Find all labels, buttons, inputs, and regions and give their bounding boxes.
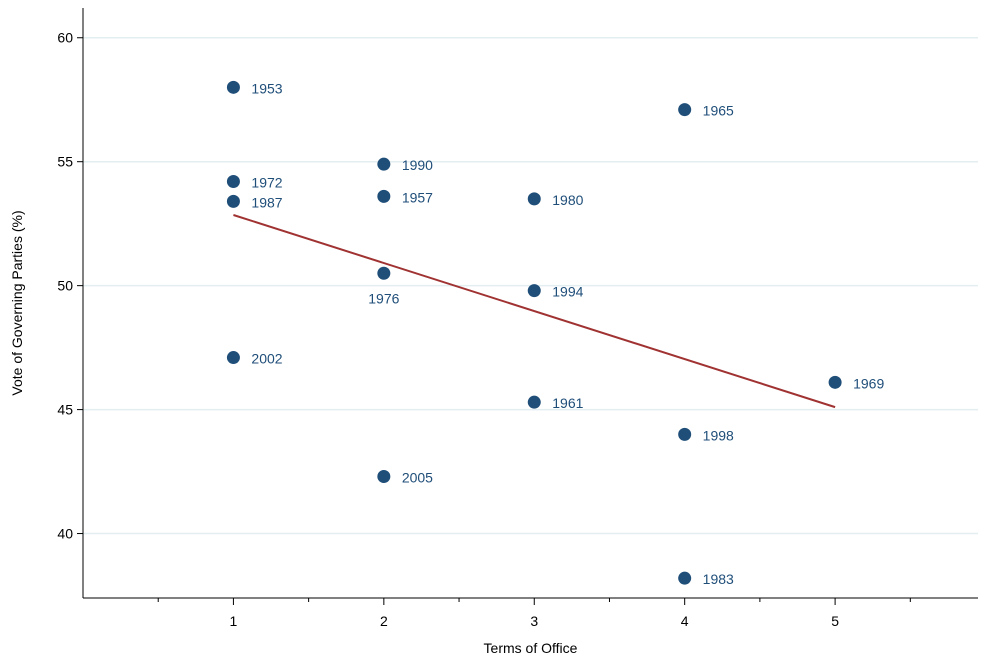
x-tick-label-2: 2 — [380, 613, 388, 629]
data-point-1983 — [678, 571, 692, 585]
data-point-1994 — [527, 284, 541, 298]
data-point-2005 — [377, 470, 391, 484]
y-tick-label-60: 60 — [57, 30, 73, 46]
point-label-1969: 1969 — [853, 375, 884, 391]
data-point-1961 — [527, 395, 541, 409]
point-label-1987: 1987 — [251, 194, 282, 210]
x-tick-label-5: 5 — [831, 613, 839, 629]
y-tick-label-40: 40 — [57, 526, 73, 542]
point-label-1965: 1965 — [703, 103, 734, 119]
data-point-1987 — [226, 194, 240, 208]
x-tick-label-1: 1 — [230, 613, 238, 629]
data-point-1976 — [377, 266, 391, 280]
fit-line — [233, 214, 836, 409]
x-tick-label-4: 4 — [681, 613, 689, 629]
data-point-1953 — [226, 80, 240, 94]
data-point-2002 — [226, 351, 240, 365]
data-point-1965 — [678, 103, 692, 117]
y-tick-label-50: 50 — [57, 278, 73, 294]
point-label-1980: 1980 — [552, 192, 583, 208]
y-axis-title: Vote of Governing Parties (%) — [9, 210, 25, 395]
y-tick-label-55: 55 — [57, 154, 73, 170]
y-tick-label-45: 45 — [57, 402, 73, 418]
x-tick-label-3: 3 — [530, 613, 538, 629]
point-label-1953: 1953 — [251, 80, 282, 96]
point-label-2005: 2005 — [402, 470, 433, 486]
x-axis-title: Terms of Office — [484, 640, 578, 656]
point-label-1976: 1976 — [368, 290, 399, 306]
point-label-1972: 1972 — [251, 175, 282, 191]
point-label-1994: 1994 — [552, 284, 583, 300]
data-point-1969 — [828, 375, 842, 389]
point-label-1961: 1961 — [552, 395, 583, 411]
data-point-1957 — [377, 189, 391, 203]
data-point-1998 — [678, 427, 692, 441]
point-label-1990: 1990 — [402, 157, 433, 173]
data-points: 1953 1972 1987 2002 1990 1957 1976 2005 1980 1994… — [226, 80, 884, 587]
fit-line-layer — [233, 214, 836, 409]
data-point-1990 — [377, 157, 391, 171]
point-label-1998: 1998 — [703, 427, 734, 443]
data-point-1980 — [527, 192, 541, 206]
data-point-1972 — [226, 175, 240, 189]
point-label-1983: 1983 — [703, 571, 734, 587]
point-label-1957: 1957 — [402, 189, 433, 205]
point-label-2002: 2002 — [251, 351, 282, 367]
